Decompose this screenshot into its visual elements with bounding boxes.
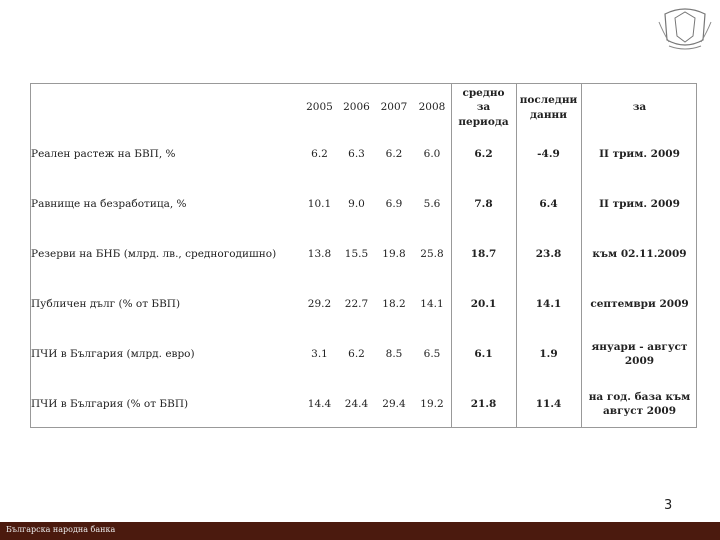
table-cell: II трим. 2009 bbox=[599, 147, 680, 160]
table-cell: 6.5 bbox=[423, 347, 441, 360]
table-cell: 15.5 bbox=[344, 247, 369, 260]
table-cell: 6.9 bbox=[385, 197, 403, 210]
header-cell: за bbox=[632, 101, 647, 114]
table-cell: 3.1 bbox=[311, 347, 328, 360]
row-label: Резерви на БНБ (млрд. лв., средногодишно… bbox=[31, 247, 277, 260]
table-cell: 29.2 bbox=[307, 297, 332, 310]
table-cell: 9.0 bbox=[348, 197, 365, 210]
data-table: 2005 2006 2007 2008 средно за периода последн… bbox=[30, 83, 697, 428]
table-cell: 23.8 bbox=[535, 247, 562, 260]
table-cell: II трим. 2009 bbox=[599, 197, 680, 210]
table-cell: 21.8 bbox=[470, 397, 497, 410]
table-cell: 6.1 bbox=[474, 347, 493, 360]
table-cell: 13.8 bbox=[307, 247, 332, 260]
footer-bar: Българска народна банка bbox=[0, 522, 720, 540]
row-label: Публичен дълг (% от БВП) bbox=[31, 297, 181, 310]
row-label: Равнище на безработица, % bbox=[31, 197, 187, 210]
table-cell: 14.1 bbox=[420, 297, 444, 310]
table-cell: 11.4 bbox=[535, 397, 562, 410]
table-cell: 24.4 bbox=[344, 397, 369, 410]
logo bbox=[658, 8, 712, 50]
table-cell: 6.2 bbox=[311, 147, 328, 160]
header-cell: 2006 bbox=[343, 101, 370, 114]
header-cell: 2005 bbox=[306, 101, 333, 114]
table-cell: на год. база към август 2009 bbox=[588, 390, 691, 417]
row-label: ПЧИ в България (млрд. евро) bbox=[31, 347, 195, 360]
table-cell: 6.2 bbox=[385, 147, 403, 160]
table-cell: 5.6 bbox=[423, 197, 441, 210]
table-cell: -4.9 bbox=[537, 147, 560, 160]
table-cell: 22.7 bbox=[344, 297, 369, 310]
column-divider bbox=[516, 84, 517, 427]
table-cell: 10.1 bbox=[307, 197, 332, 210]
header-cell: 2007 bbox=[380, 101, 408, 114]
table-cell: 19.8 bbox=[382, 247, 406, 260]
table-cell: 6.3 bbox=[348, 147, 365, 160]
table-cell: 14.4 bbox=[307, 397, 332, 410]
row-label: ПЧИ в България (% от БВП) bbox=[31, 397, 189, 410]
page-number: 3 bbox=[664, 498, 673, 513]
table-cell: 29.4 bbox=[382, 397, 406, 410]
table-cell: 6.2 bbox=[348, 347, 365, 360]
table-cell: януари - август 2009 bbox=[591, 340, 688, 367]
table-cell: 14.1 bbox=[535, 297, 562, 310]
table-cell: 1.9 bbox=[539, 347, 558, 360]
footer-text: Българска народна банка bbox=[6, 525, 116, 534]
table-cell: 8.5 bbox=[385, 347, 403, 360]
header-cell: последни данни bbox=[519, 94, 578, 121]
row-label: Реален растеж на БВП, % bbox=[31, 147, 176, 160]
header-cell: 2008 bbox=[418, 101, 446, 114]
table-cell: 6.0 bbox=[423, 147, 441, 160]
table-cell: 6.4 bbox=[539, 197, 558, 210]
table-cell: 20.1 bbox=[470, 297, 497, 310]
header-cell: средно за периода bbox=[458, 87, 509, 128]
table-cell: 18.2 bbox=[382, 297, 406, 310]
table-cell: 25.8 bbox=[420, 247, 444, 260]
table-cell: 6.2 bbox=[474, 147, 493, 160]
table-cell: 19.2 bbox=[420, 397, 444, 410]
table-cell: 7.8 bbox=[474, 197, 493, 210]
table-cell: септември 2009 bbox=[590, 297, 689, 310]
column-divider bbox=[581, 84, 582, 427]
column-divider bbox=[451, 84, 452, 427]
table-cell: към 02.11.2009 bbox=[592, 247, 687, 260]
table-cell: 18.7 bbox=[470, 247, 497, 260]
